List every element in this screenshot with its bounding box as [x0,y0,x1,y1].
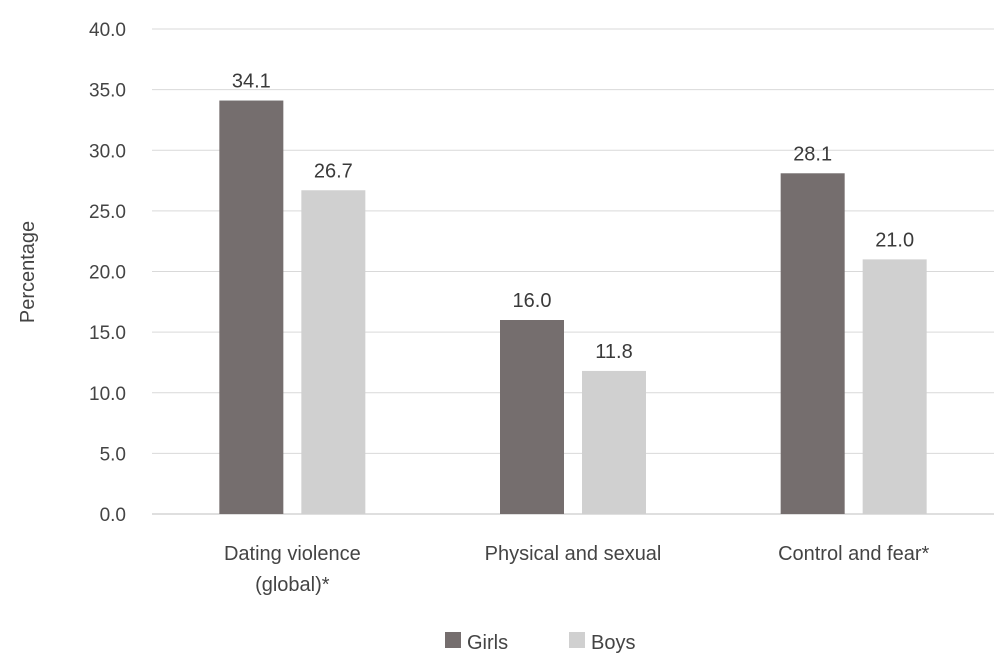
x-axis-categories: Dating violence (global)* Physical and sex… [224,543,930,596]
data-label: 26.7 [314,160,353,182]
data-label: 34.1 [232,71,271,93]
data-label: 28.1 [793,143,832,165]
y-tick-label: 20.0 [89,263,126,284]
gridlines [152,28,994,454]
x-category-label: Control and fear* [778,543,929,565]
y-tick-label: 15.0 [89,323,126,344]
legend-label-boys: Boys [591,632,635,654]
bar-girls [780,173,845,514]
y-tick-label: 40.0 [89,20,126,41]
y-tick-label: 5.0 [100,444,126,465]
y-tick-label: 35.0 [89,81,126,102]
bar-boys [301,190,366,514]
y-axis-title: Percentage [17,221,39,323]
data-label: 11.8 [595,341,632,363]
legend-swatch-girls [445,632,461,648]
y-tick-label: 25.0 [89,202,126,223]
y-tick-label: 10.0 [89,384,126,405]
bar-girls [500,320,564,514]
bar-boys [582,370,646,514]
bar-boys [862,259,927,514]
legend: Girls Boys [445,632,635,654]
legend-label-girls: Girls [467,632,508,654]
y-tick-label: 30.0 [89,141,126,162]
y-tick-label: 0.0 [100,505,126,526]
data-label: 21.0 [875,229,914,251]
x-category-label: Dating violence (global)* [224,543,361,596]
bars [219,100,927,514]
data-label: 16.0 [513,290,552,312]
legend-swatch-boys [569,632,585,648]
data-labels: 34.1 26.7 16.0 11.8 28.1 21.0 [232,71,914,363]
x-category-label: Physical and sexual [485,543,662,565]
bar-girls [219,100,284,514]
y-axis-ticks: 0.0 5.0 10.0 15.0 20.0 25.0 30.0 35.0 40.0 [89,20,126,526]
